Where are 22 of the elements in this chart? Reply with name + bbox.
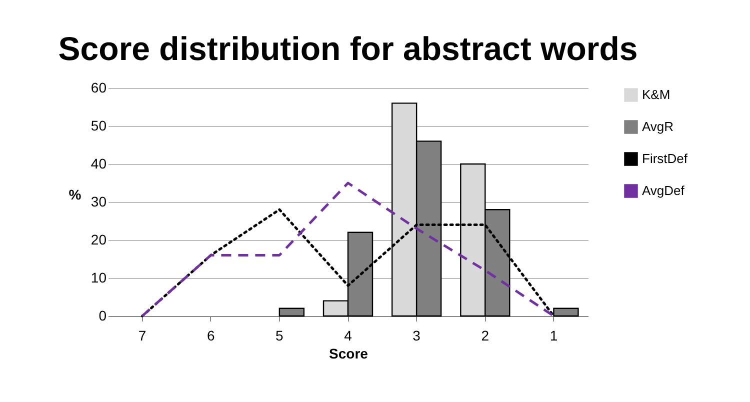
y-tick-label: 50 (90, 118, 107, 134)
x-tick-label: 5 (276, 328, 284, 344)
legend-label: FirstDef (642, 151, 688, 166)
y-tick-label: 10 (90, 270, 107, 286)
y-tick-label: 20 (90, 232, 107, 248)
legend-label: AvgDef (642, 183, 685, 198)
chart-title: Score distribution for abstract words (58, 30, 638, 67)
y-tick-label: 60 (90, 80, 107, 96)
x-tick-label: 3 (412, 328, 421, 344)
y-tick-label: 40 (90, 156, 107, 172)
x-tick-label: 2 (481, 328, 490, 344)
y-tick-label: 30 (90, 194, 107, 210)
legend-label: K&M (642, 87, 670, 102)
line-series (141, 182, 555, 318)
y-axis-title: % (68, 186, 82, 202)
x-tick-label: 7 (138, 328, 146, 344)
legend-label: AvgR (642, 119, 674, 134)
x-tick-label: 6 (206, 328, 215, 344)
x-tick-label: 4 (344, 328, 352, 344)
x-tick-label: 1 (550, 328, 558, 344)
y-tick-label: 0 (98, 308, 107, 324)
x-axis-title: Score (329, 346, 368, 362)
